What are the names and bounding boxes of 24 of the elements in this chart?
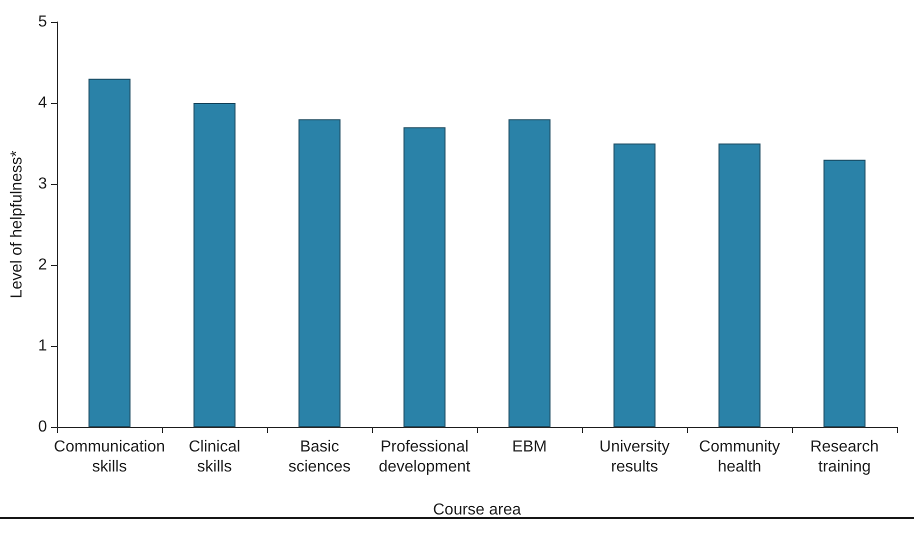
x-tick-label: Professional development [378, 438, 471, 476]
y-tick-label: 2 [38, 256, 48, 274]
bar [614, 144, 656, 427]
x-tick-label: Clinical skills [188, 438, 240, 476]
y-tick-label: 5 [38, 14, 48, 30]
x-tick-label: Research training [810, 438, 879, 476]
bar [404, 127, 446, 427]
x-tick-label: Communication skills [54, 438, 166, 476]
bar [718, 144, 760, 427]
bar [194, 103, 236, 427]
bar [298, 119, 340, 427]
bar [508, 119, 550, 427]
x-tick-label: Basic sciences [288, 438, 351, 476]
x-tick-label: University results [599, 438, 670, 476]
y-tick-label: 3 [38, 176, 48, 192]
y-axis-title: Level of helpfulness* [8, 150, 26, 298]
y-tick-label: 4 [38, 94, 48, 112]
bar [824, 160, 866, 427]
x-axis-title: Course area [432, 502, 522, 518]
bar [88, 78, 130, 427]
y-tick-label: 1 [38, 338, 48, 354]
y-tick-label: 0 [38, 418, 48, 436]
x-tick-label: Community health [699, 438, 780, 476]
x-tick-label: EBM [512, 438, 547, 456]
